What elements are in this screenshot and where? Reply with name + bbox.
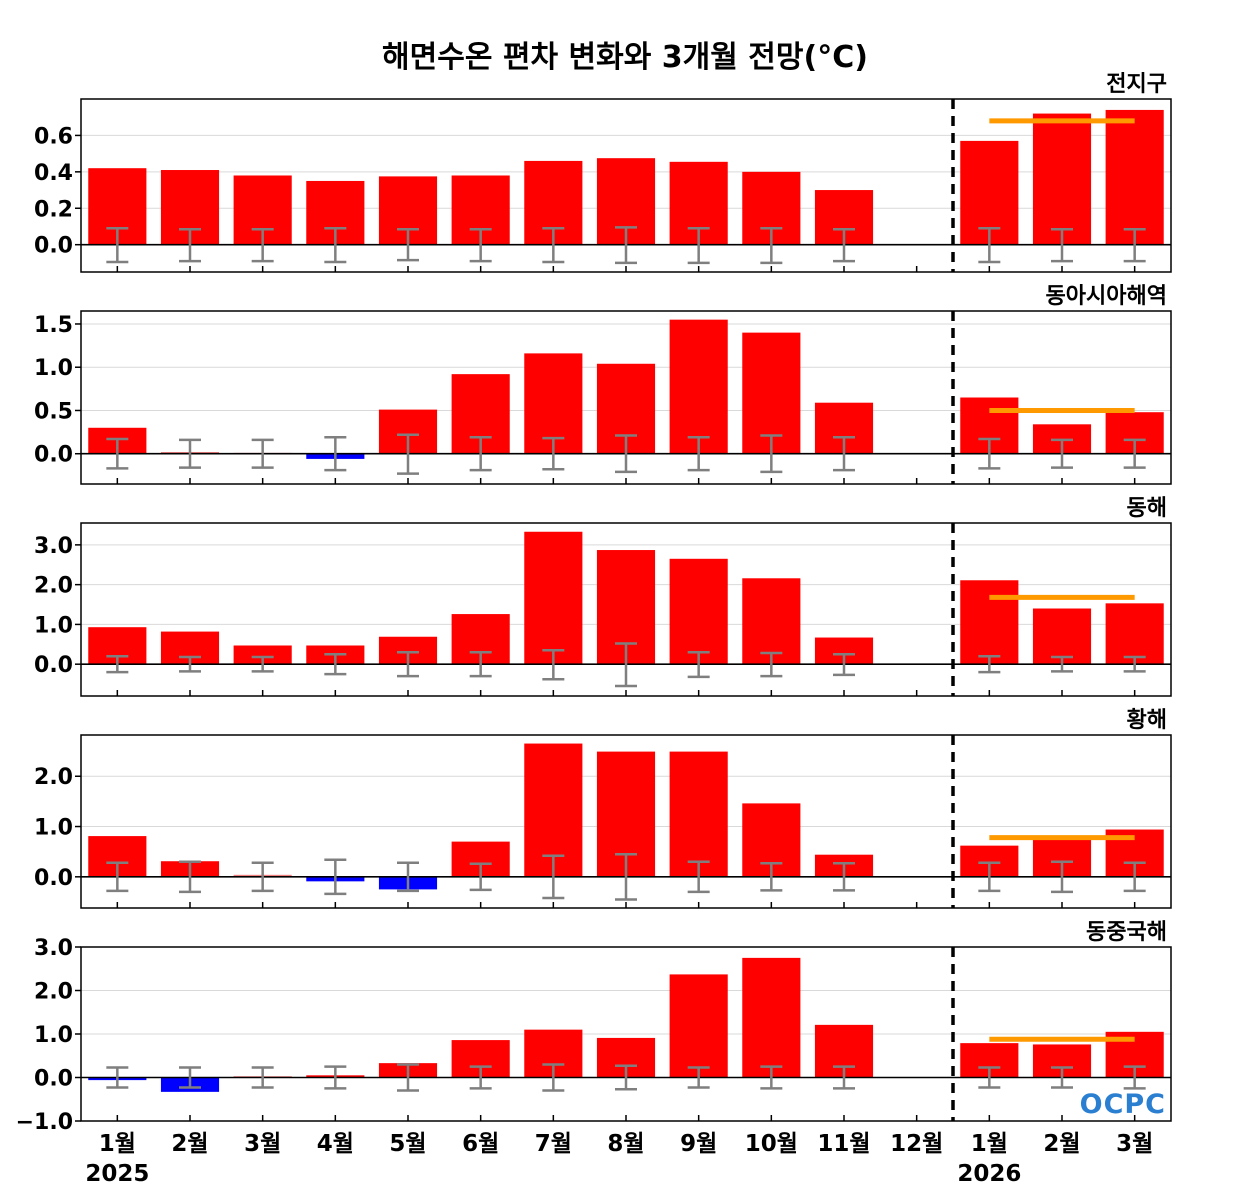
x-tick-label: 4월: [317, 1131, 354, 1157]
bar: [742, 332, 801, 454]
bar: [960, 580, 1019, 665]
panel-0: 전지구 0.0 0.2 0.4 0.6: [34, 72, 1172, 273]
panel-3: 황해 0.0 1.0 2.0: [34, 708, 1172, 909]
bar: [1105, 109, 1164, 245]
panels-layer: 전지구 0.0 0.2 0.4 0.6 동아시아해역 0.0 0.5 1.0 1.5 동해 0.0 1.…: [16, 72, 1172, 1135]
panel-frame: [80, 522, 1172, 697]
y-tick-label: 0.6: [34, 124, 73, 149]
y-tick-label: 1.5: [34, 313, 73, 338]
bar: [1105, 603, 1164, 665]
y-tick-label: 0.0: [34, 653, 73, 678]
x-tick-label: 3월: [1116, 1131, 1153, 1157]
x-tick-label: 6월: [462, 1131, 499, 1157]
x-tick-label: 1월: [99, 1131, 136, 1157]
x-axis-labels: 1월 2월 3월 4월 5월 6월 7월 8월 9월 10월 11월 12월 1월 2월 3월 2025 202…: [85, 1131, 1153, 1187]
panel-name: 황해: [1127, 708, 1167, 733]
x-tick-label: 9월: [680, 1131, 717, 1157]
y-tick-label: 0.4: [34, 161, 73, 186]
y-tick-label: 0.0: [34, 1067, 73, 1092]
y-tick-label: 1.0: [34, 356, 73, 381]
bar: [524, 531, 583, 665]
panel-name: 동중국해: [1086, 920, 1167, 945]
y-tick-label: 1.0: [34, 816, 73, 841]
x-tick-label: 12월: [890, 1131, 943, 1157]
bar: [1032, 608, 1092, 665]
panel-name: 동아시아해역: [1046, 284, 1167, 309]
x-tick-label: 10월: [745, 1131, 798, 1157]
bar: [233, 645, 292, 665]
x-tick-label: 5월: [389, 1131, 426, 1157]
y-tick-label: 0.0: [34, 234, 73, 259]
ocpc-logo: OCPC: [1080, 1089, 1166, 1120]
y-tick-label: 2.0: [34, 980, 73, 1005]
panel-frame: [80, 310, 1172, 485]
x-tick-label: 2월: [1043, 1131, 1080, 1157]
x-tick-label: 2월: [171, 1131, 208, 1157]
panel-1: 동아시아해역 0.0 0.5 1.0 1.5: [34, 284, 1172, 485]
bar: [742, 578, 801, 665]
y-tick-label: 3.0: [34, 534, 73, 559]
x-tick-label: 7월: [535, 1131, 572, 1157]
y-tick-label: 0.0: [34, 443, 73, 468]
bar: [1032, 113, 1092, 245]
panel-name: 전지구: [1106, 72, 1167, 97]
x-tick-label: 11월: [817, 1131, 870, 1157]
bar: [669, 558, 728, 665]
bar: [669, 319, 728, 454]
y-tick-label: 0.0: [34, 866, 73, 891]
y-tick-label: 3.0: [34, 936, 73, 961]
year-label: 2026: [957, 1161, 1021, 1187]
y-tick-label: 0.5: [34, 399, 73, 424]
year-label: 2025: [85, 1161, 149, 1187]
y-tick-label: 1.0: [34, 1023, 73, 1048]
panel-frame: [80, 734, 1172, 909]
y-tick-label: 1.0: [34, 613, 73, 638]
panel-2: 동해 0.0 1.0 2.0 3.0: [34, 496, 1172, 697]
x-tick-label: 1월: [971, 1131, 1008, 1157]
bar: [669, 974, 728, 1078]
y-tick-label: 2.0: [34, 574, 73, 599]
bar: [742, 957, 801, 1078]
panel-name: 동해: [1127, 496, 1167, 521]
bar: [669, 751, 728, 877]
x-tick-label: 3월: [244, 1131, 281, 1157]
y-tick-label: 2.0: [34, 765, 73, 790]
x-tick-label: 8월: [607, 1131, 644, 1157]
y-tick-label: 0.2: [34, 197, 73, 222]
panel-frame: [80, 98, 1172, 273]
y-tick-label: −1.0: [16, 1110, 73, 1135]
chart-title: 해면수온 편차 변화와 3개월 전망(°C): [382, 40, 868, 75]
panel-4: 동중국해 −1.0 0.0 1.0 2.0 3.0: [16, 920, 1172, 1135]
panel-frame: [80, 946, 1172, 1122]
